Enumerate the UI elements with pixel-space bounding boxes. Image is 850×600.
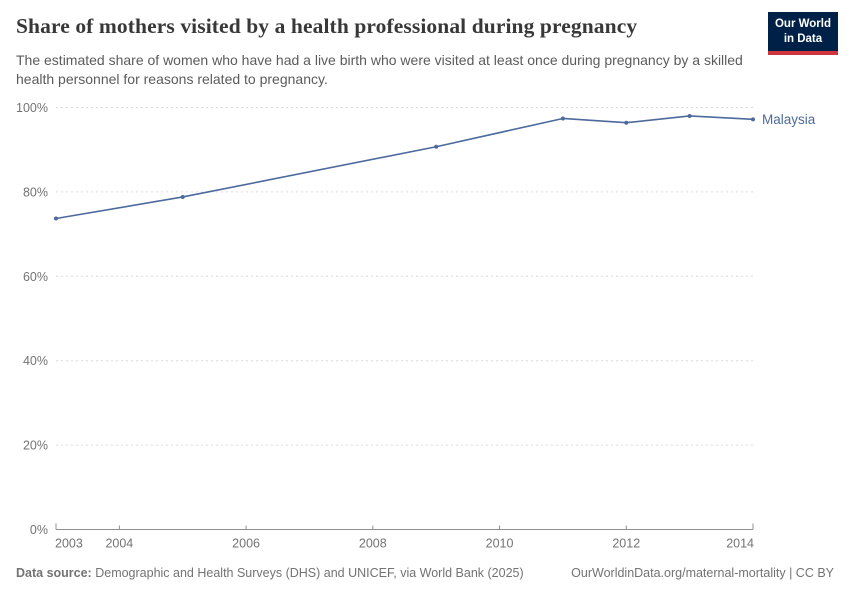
x-axis-tick-label: 2006 bbox=[232, 537, 260, 551]
data-point-malaysia-2013[interactable] bbox=[687, 113, 692, 118]
y-axis-tick-label: 60% bbox=[23, 270, 48, 284]
y-axis-tick-label: 100% bbox=[16, 101, 48, 115]
data-point-malaysia-2014[interactable] bbox=[751, 117, 755, 122]
y-axis-tick-label: 40% bbox=[23, 354, 48, 368]
data-source-note: Data source: Demographic and Health Surv… bbox=[16, 566, 524, 580]
owid-logo-line2: in Data bbox=[783, 32, 823, 45]
page-title: Share of mothers visited by a health pro… bbox=[16, 14, 638, 38]
y-axis-tick-label: 0% bbox=[30, 523, 48, 537]
owid-logo[interactable]: Our World in Data bbox=[767, 12, 838, 55]
x-axis-tick-label: 2004 bbox=[105, 537, 133, 551]
data-point-malaysia-2003[interactable] bbox=[54, 216, 58, 221]
x-axis-tick-label: 2014 bbox=[726, 537, 754, 551]
data-point-malaysia-2009[interactable] bbox=[434, 144, 439, 149]
x-axis-tick-label: 2008 bbox=[359, 537, 387, 551]
data-point-malaysia-2011[interactable] bbox=[560, 116, 565, 121]
series-line-malaysia[interactable] bbox=[55, 115, 754, 220]
license-link[interactable]: OurWorldinData.org/maternal-mortality | … bbox=[571, 566, 834, 580]
series-label-malaysia: Malaysia bbox=[762, 112, 816, 127]
data-source-label: Data source: bbox=[16, 566, 92, 580]
chart-footer: Data source: Demographic and Health Surv… bbox=[16, 566, 834, 580]
y-axis-tick-label: 20% bbox=[23, 439, 48, 453]
x-axis-tick-label: 2012 bbox=[612, 537, 640, 551]
data-point-malaysia-2012[interactable] bbox=[624, 120, 629, 125]
x-axis-tick-label: 2003 bbox=[55, 537, 83, 551]
data-source-text: Demographic and Health Surveys (DHS) and… bbox=[95, 566, 524, 580]
x-axis-tick-label: 2010 bbox=[486, 537, 514, 551]
data-point-malaysia-2005[interactable] bbox=[180, 194, 185, 199]
y-axis-tick-label: 80% bbox=[23, 185, 48, 199]
chart-subtitle: The estimated share of women who have ha… bbox=[16, 52, 743, 88]
owid-logo-line1: Our World bbox=[774, 18, 831, 30]
